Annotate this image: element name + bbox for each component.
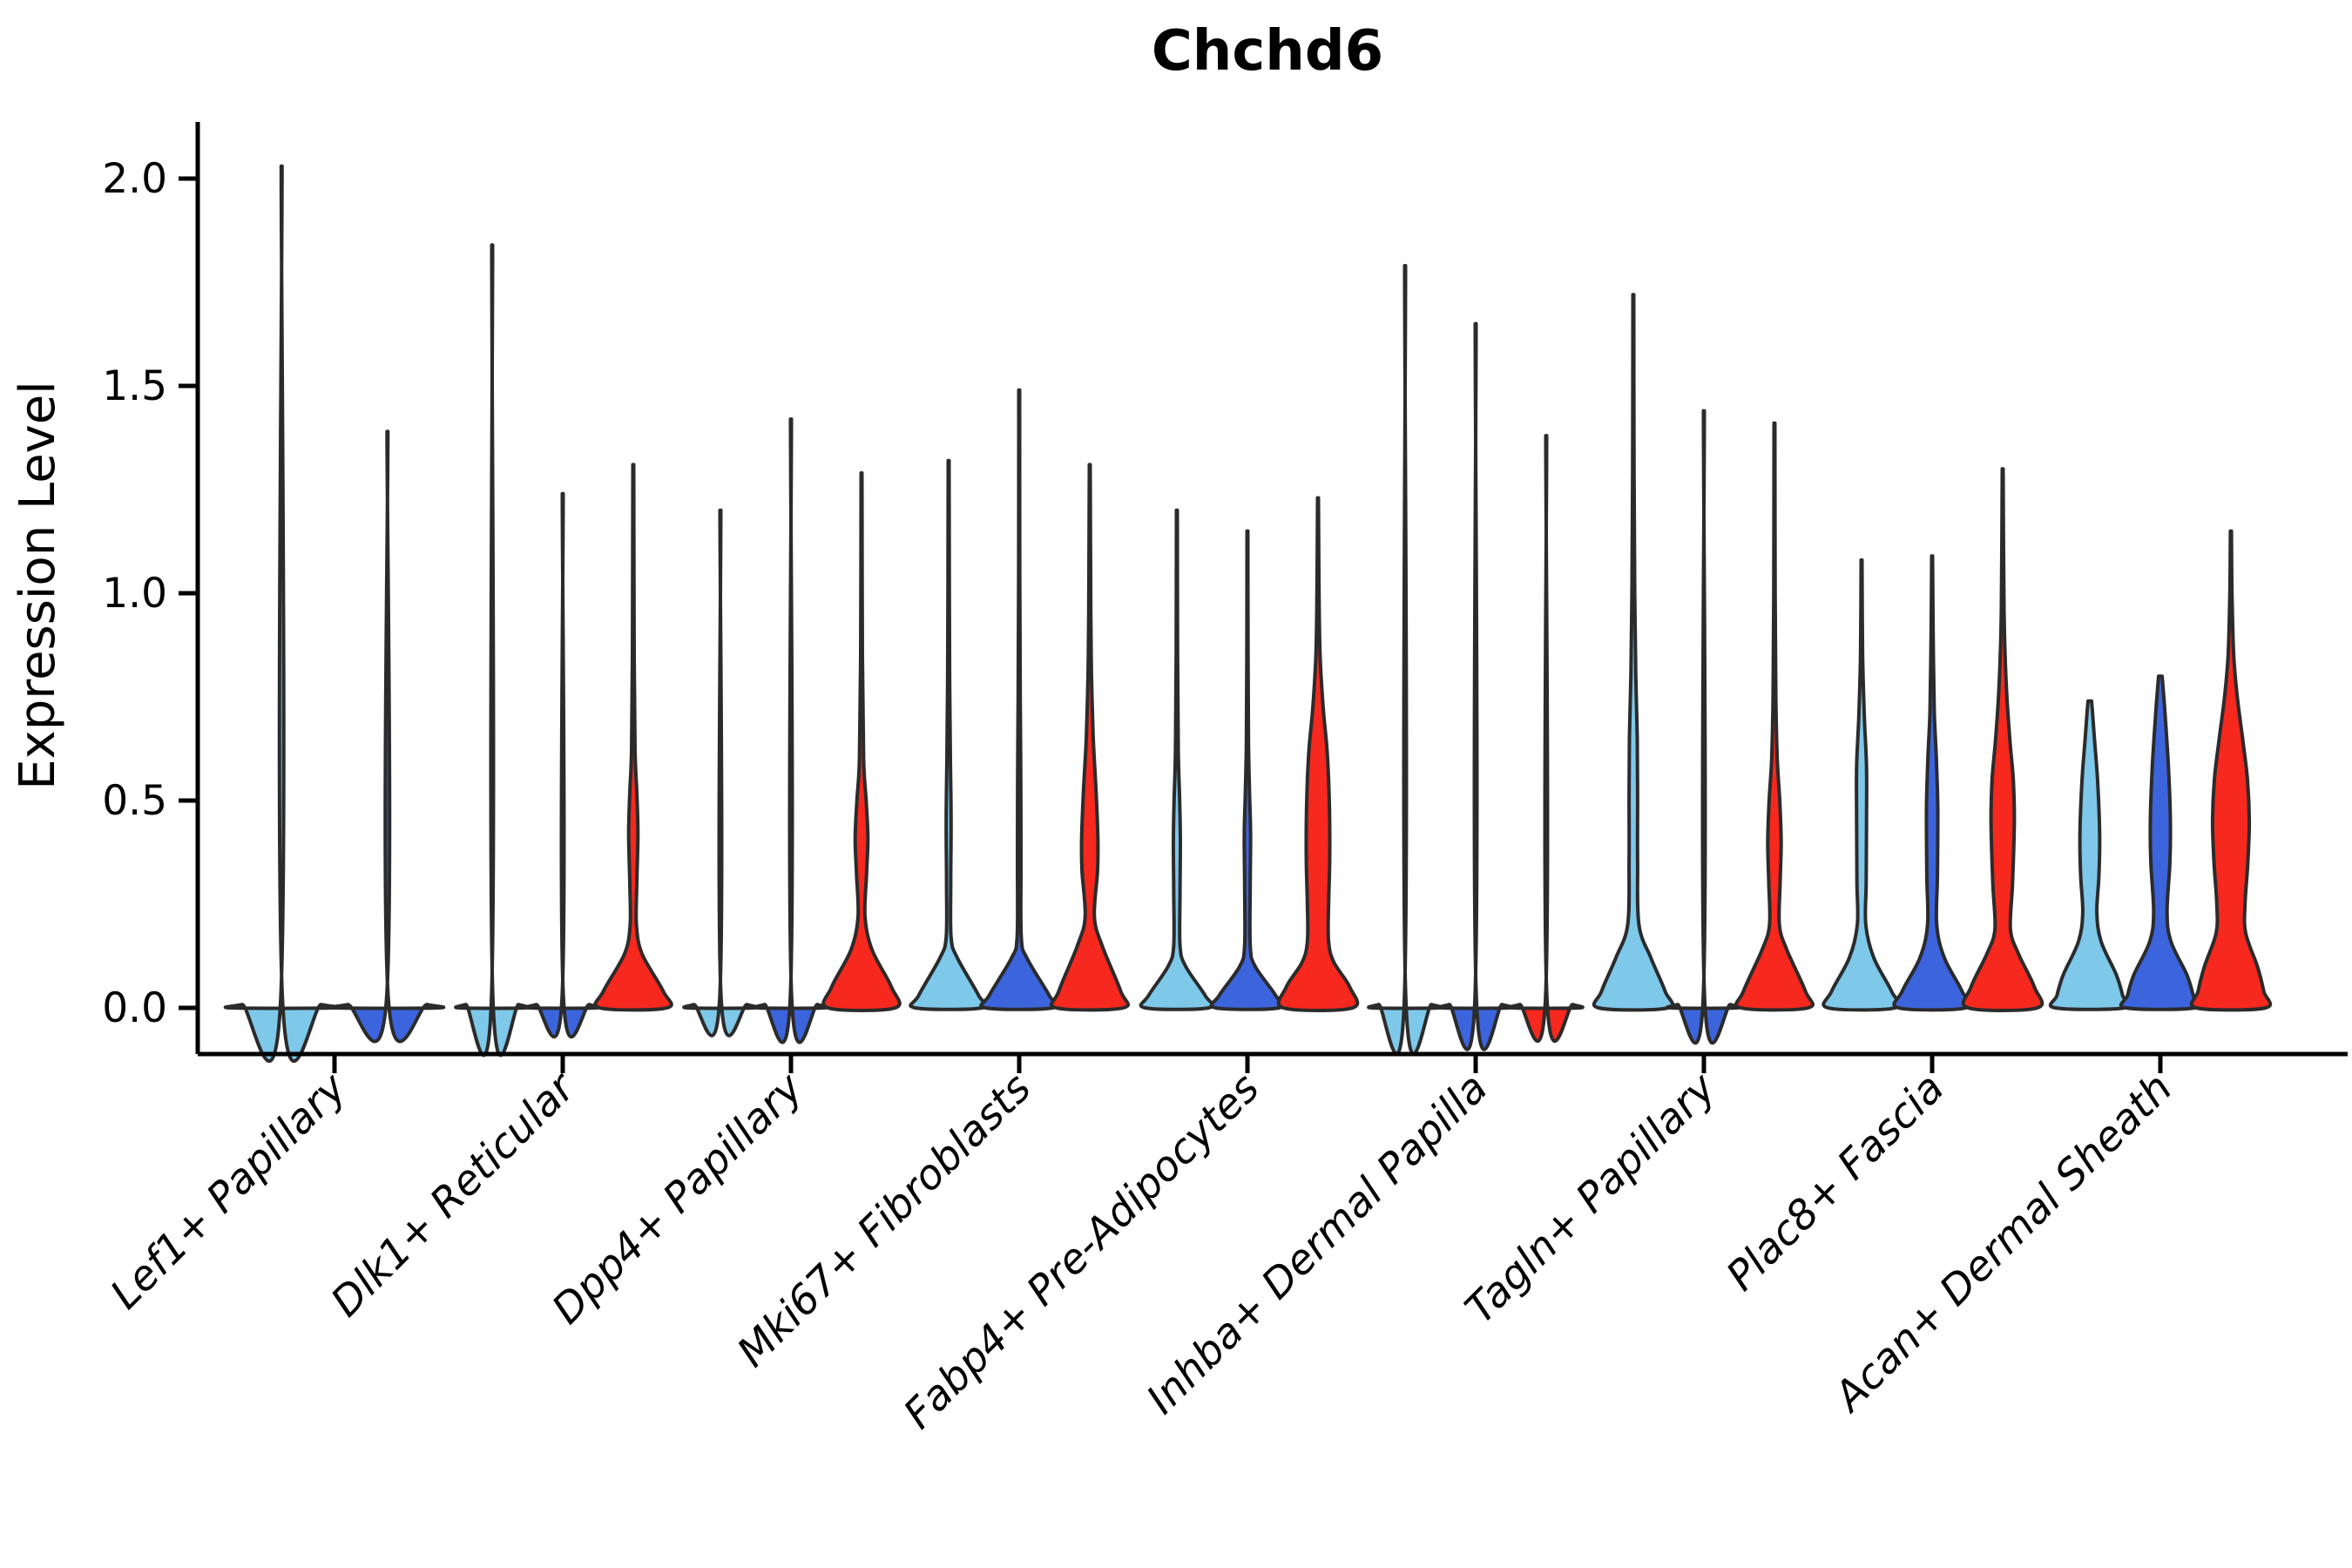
violin-red bbox=[1049, 463, 1131, 1012]
violin-red bbox=[1508, 434, 1585, 1044]
violin-red bbox=[1276, 496, 1360, 1012]
violin-light-blue bbox=[682, 508, 759, 1037]
violin-red bbox=[2189, 529, 2273, 1012]
x-tick-label: Plac8+ Fascia bbox=[1717, 1064, 1953, 1301]
violin-red bbox=[821, 471, 902, 1012]
violin-dark-blue bbox=[1892, 554, 1972, 1012]
violin-light-blue bbox=[2048, 699, 2132, 1011]
violin-red bbox=[1961, 467, 2044, 1012]
y-tick-label: 1.5 bbox=[102, 362, 167, 410]
y-tick-label: 1.0 bbox=[102, 570, 167, 618]
y-axis-label: Expression Level bbox=[10, 381, 66, 790]
violin-red bbox=[1734, 421, 1815, 1012]
x-tick-label: Tagln+ Papillary bbox=[1456, 1064, 1727, 1334]
violin-light-blue bbox=[454, 243, 531, 1058]
violin-dark-blue bbox=[753, 417, 829, 1044]
violin-dark-blue bbox=[2119, 674, 2202, 1011]
violin-light-blue bbox=[1821, 558, 1902, 1012]
violin-light-blue bbox=[1592, 293, 1675, 1012]
violin-light-blue bbox=[223, 164, 340, 1063]
violin-light-blue bbox=[909, 458, 989, 1011]
violin-dark-blue bbox=[979, 388, 1059, 1011]
violin-dark-blue bbox=[1209, 529, 1286, 1011]
y-tick-label: 0.0 bbox=[102, 984, 167, 1032]
violin-dark-blue bbox=[1437, 321, 1514, 1051]
violin-red bbox=[593, 463, 673, 1012]
violin-dark-blue bbox=[524, 491, 601, 1039]
violin-dark-blue bbox=[329, 429, 446, 1044]
violin-light-blue bbox=[1139, 508, 1215, 1011]
x-tick-label: Dpp4+ Papillary bbox=[543, 1064, 813, 1334]
violin-light-blue bbox=[1367, 264, 1443, 1056]
x-tick-label: Lef1+ Papillary bbox=[101, 1064, 356, 1319]
y-tick-label: 2.0 bbox=[102, 155, 167, 203]
y-tick-label: 0.5 bbox=[102, 777, 167, 825]
violins-layer bbox=[223, 164, 2273, 1063]
chart-title: Chchd6 bbox=[1152, 19, 1383, 84]
x-tick-label: Dlk1+ Reticular bbox=[322, 1063, 586, 1327]
violin-dark-blue bbox=[1666, 409, 1742, 1045]
